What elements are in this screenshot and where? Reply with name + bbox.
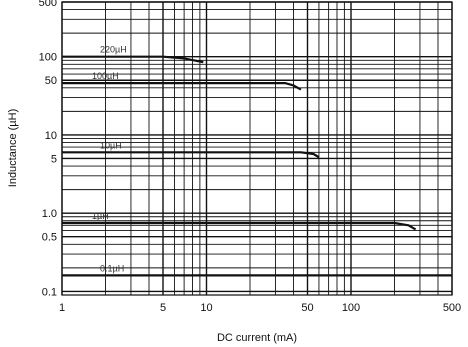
- y-tick-label: 10: [45, 130, 57, 142]
- series-label-3: 1µH: [92, 211, 109, 221]
- x-tick-label: 50: [301, 302, 313, 314]
- series-group: [62, 55, 452, 277]
- plot-grid: [61, 1, 453, 296]
- x-tick-label: 10: [200, 302, 212, 314]
- series-labels: 220µH 100µH 10µH 1µH 0.1µH: [92, 45, 127, 274]
- x-tick-labels: 1 5 10 50 100 500: [59, 302, 461, 314]
- x-tick-label: 100: [342, 302, 360, 314]
- x-tick-label: 500: [443, 302, 461, 314]
- x-tick-label: 1: [59, 302, 65, 314]
- y-tick-label: 0.5: [42, 232, 57, 244]
- series-label-0: 220µH: [100, 45, 127, 55]
- y-tick-label: 500: [39, 0, 57, 9]
- y-axis-label: Inductance (µH): [7, 109, 19, 187]
- y-tick-label: 100: [39, 52, 57, 64]
- y-tick-label: 50: [45, 75, 57, 87]
- series-line-3: [62, 221, 417, 231]
- y-tick-label: 5: [51, 153, 57, 165]
- x-axis-label: DC current (mA): [217, 332, 297, 344]
- series-label-2: 10µH: [100, 140, 122, 150]
- x-tick-label: 5: [160, 302, 166, 314]
- series-label-1: 100µH: [92, 71, 119, 81]
- series-label-4: 0.1µH: [100, 263, 124, 273]
- series-line-0: [62, 55, 204, 64]
- y-tick-label: 0.1: [42, 286, 57, 298]
- y-tick-labels: 0.1 0.5 1.0 5 10 50 100 500: [39, 0, 57, 298]
- series-line-2: [62, 151, 320, 159]
- series-line-1: [62, 81, 302, 91]
- y-tick-label: 1.0: [42, 208, 57, 220]
